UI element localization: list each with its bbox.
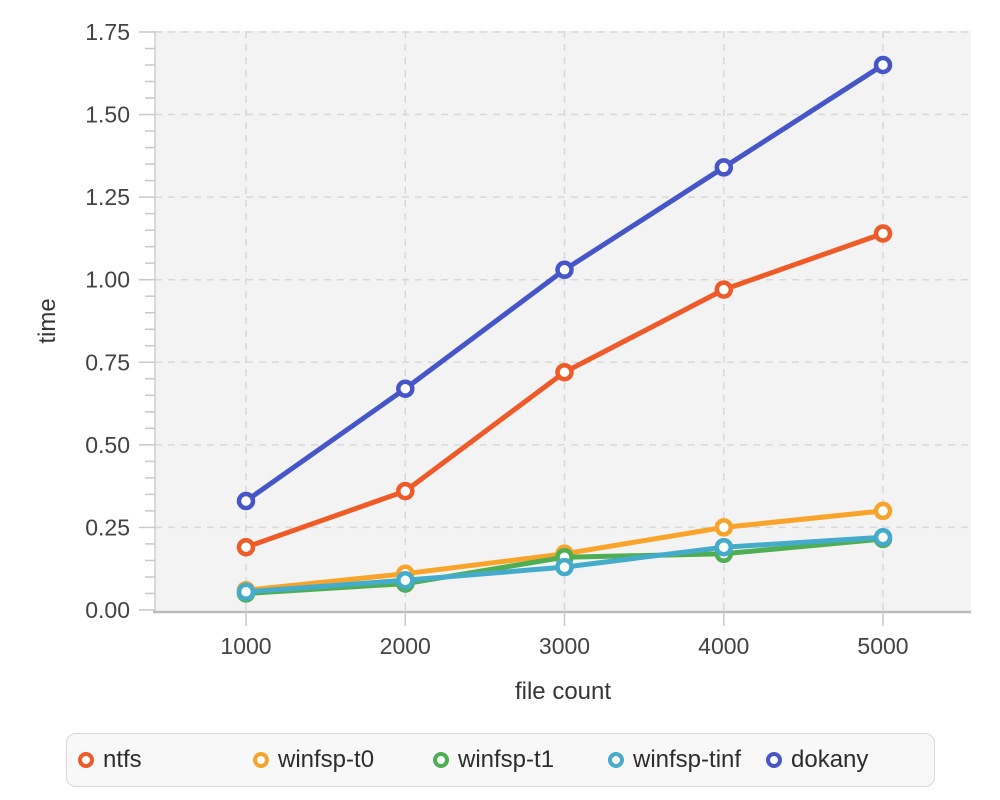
- data-point: [236, 537, 256, 557]
- line-chart: 0.00 0.25 0.50 0.75 1.00 1.25 1.50 1.75 1000 2000…: [34, 19, 971, 705]
- legend-item-winfsp-t1: winfsp-t1: [433, 746, 608, 774]
- data-point: [714, 158, 734, 177]
- y-tick-label: 0.25: [85, 514, 130, 540]
- x-tick-label: 5000: [857, 633, 908, 659]
- legend-label: dokany: [791, 746, 869, 773]
- series-winfsp-tinf: [236, 528, 893, 602]
- winfsp-t0-marker-icon: [253, 752, 269, 768]
- data-point: [236, 582, 256, 602]
- dokany-marker-icon: [766, 752, 782, 768]
- data-point: [714, 518, 734, 537]
- y-tick-label: 0.75: [85, 349, 130, 375]
- legend-item-winfsp-t0: winfsp-t0: [253, 746, 433, 774]
- winfsp-t1-marker-icon: [433, 752, 449, 768]
- legend-label: winfsp-t1: [458, 746, 555, 773]
- x-tick-label: 1000: [220, 633, 271, 659]
- y-tick-label: 0.50: [85, 432, 130, 458]
- data-point: [873, 501, 893, 521]
- y-axis-title: time: [34, 298, 61, 343]
- y-tick-label: 1.50: [85, 102, 130, 128]
- data-point: [555, 260, 574, 280]
- x-tick-label: 4000: [698, 633, 749, 659]
- data-point: [873, 55, 893, 75]
- y-minor-ticks: [145, 47, 155, 595]
- data-point: [714, 280, 734, 299]
- data-point: [873, 224, 893, 243]
- winfsp-tinf-marker-icon: [608, 752, 624, 768]
- data-point: [396, 481, 415, 501]
- data-point: [714, 537, 734, 557]
- y-tick-label: 1.25: [85, 184, 130, 210]
- y-tick-label: 1.00: [85, 267, 130, 293]
- series-ntfs: [236, 224, 893, 557]
- plot-area: 0.00 0.25 0.50 0.75 1.00 1.25 1.50 1.75 1000 2000…: [85, 19, 971, 659]
- data-point: [873, 528, 893, 547]
- legend-item-dokany: dokany: [766, 746, 868, 774]
- data-point: [396, 571, 415, 590]
- x-tick-label: 3000: [539, 633, 590, 659]
- y-tick-label: 0.00: [85, 597, 130, 623]
- y-axis: 0.00 0.25 0.50 0.75 1.00 1.25 1.50 1.75: [85, 19, 155, 623]
- ntfs-marker-icon: [78, 752, 94, 768]
- legend-label: winfsp-tinf: [633, 746, 742, 773]
- data-point: [236, 491, 256, 511]
- legend: ntfs winfsp-t0 winfsp-t1 winfsp-tinf dok…: [66, 733, 935, 787]
- legend-item-winfsp-tinf: winfsp-tinf: [608, 746, 766, 774]
- legend-label: ntfs: [103, 746, 142, 773]
- x-tick-label: 2000: [380, 633, 431, 659]
- x-axis: 1000 2000 3000 4000 5000: [220, 612, 909, 659]
- data-point: [555, 362, 574, 382]
- gridlines: [155, 31, 971, 611]
- series-dokany: [236, 55, 893, 511]
- y-tick-label: 1.75: [85, 19, 130, 45]
- data-point: [555, 557, 574, 577]
- data-point: [396, 379, 415, 398]
- legend-label: winfsp-t0: [278, 746, 375, 773]
- legend-item-ntfs: ntfs: [78, 746, 253, 774]
- x-axis-title: file count: [515, 678, 611, 705]
